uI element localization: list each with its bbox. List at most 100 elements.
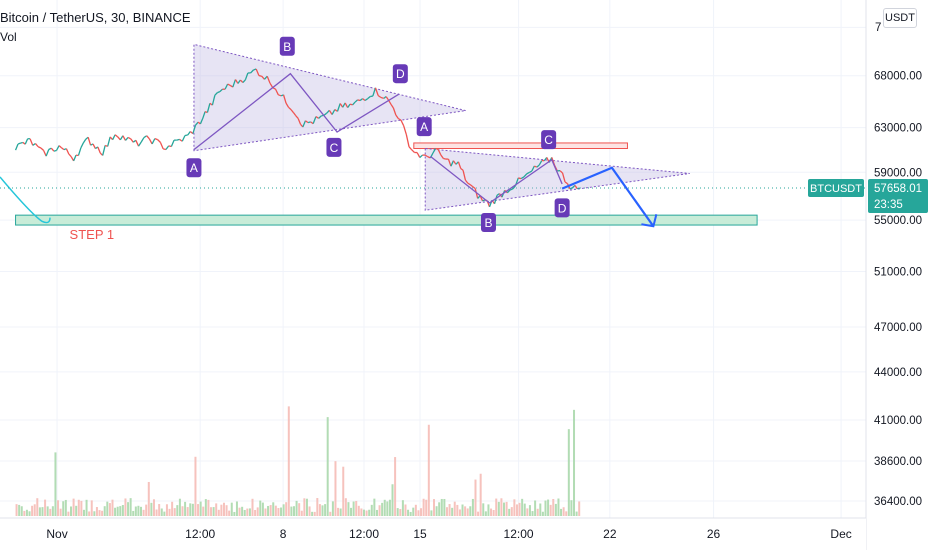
volume-bar xyxy=(80,501,82,516)
volume-bar xyxy=(264,508,266,516)
volume-bar xyxy=(311,512,313,516)
x-tick-label: 12:00 xyxy=(185,527,215,541)
volume-bar xyxy=(132,511,134,516)
volume-bar xyxy=(322,505,324,516)
volume-bar xyxy=(373,499,375,516)
volume-bar xyxy=(412,508,414,516)
volume-bar xyxy=(215,503,217,516)
price-segment xyxy=(136,140,139,146)
price-segment xyxy=(436,148,439,149)
volume-bar xyxy=(443,499,445,516)
volume-bar xyxy=(31,506,33,516)
volume-bar xyxy=(407,510,409,516)
volume-bar xyxy=(184,502,186,516)
volume-bar xyxy=(210,507,212,516)
volume-bar xyxy=(169,509,171,516)
y-tick-label: 44000.00 xyxy=(874,367,922,379)
price-segment xyxy=(88,137,90,145)
volume-bar xyxy=(161,508,163,516)
currency-button[interactable]: USDT xyxy=(883,8,917,28)
price-segment xyxy=(139,142,142,146)
volume-bar xyxy=(137,506,139,516)
volume-bar xyxy=(52,506,54,516)
volume-bar xyxy=(44,500,46,516)
volume-bar xyxy=(228,511,230,516)
y-tick-label: 38600.00 xyxy=(874,456,922,468)
price-segment xyxy=(406,135,409,147)
price-segment xyxy=(38,147,41,148)
volume-bar xyxy=(192,504,194,516)
price-segment xyxy=(108,137,110,146)
volume-label[interactable]: Vol xyxy=(0,30,17,44)
wave-label-c: C xyxy=(330,141,339,155)
volume-bar xyxy=(568,429,570,516)
volume-bar xyxy=(93,511,95,516)
volume-bar xyxy=(88,511,90,516)
price-segment xyxy=(483,200,485,201)
wave-label-a: A xyxy=(420,120,428,134)
price-segment xyxy=(259,76,262,77)
volume-bar xyxy=(360,508,362,516)
volume-bar xyxy=(39,507,41,516)
volume-bar xyxy=(454,502,456,516)
price-segment xyxy=(177,139,180,140)
volume-bar xyxy=(124,498,126,516)
price-segment xyxy=(158,140,161,143)
price-segment xyxy=(409,147,412,150)
volume-bar xyxy=(342,467,344,516)
price-segment xyxy=(144,136,147,138)
volume-bar xyxy=(511,507,513,516)
volume-bar xyxy=(288,406,290,516)
symbol-title[interactable]: Bitcoin / TetherUS, 30, BINANCE xyxy=(0,10,191,25)
volume-bar xyxy=(259,501,261,516)
volume-bar xyxy=(433,499,435,516)
volume-bar xyxy=(86,500,88,516)
volume-bar xyxy=(70,506,72,516)
volume-bar xyxy=(205,499,207,516)
volume-bar xyxy=(386,501,388,516)
volume-bar xyxy=(231,503,233,516)
volume-bar xyxy=(244,510,246,516)
volume-bar xyxy=(96,507,98,516)
volume-bar xyxy=(163,512,165,516)
volume-bar xyxy=(500,498,502,516)
volume-bar xyxy=(290,507,292,516)
volume-bar xyxy=(226,505,228,516)
price-segment xyxy=(125,137,128,140)
volume-bar xyxy=(75,506,77,516)
wave-label-b: B xyxy=(484,216,492,230)
price-axis[interactable]: 36400.0038600.0041000.0044000.0047000.00… xyxy=(808,0,932,550)
y-tick-label: 47000.00 xyxy=(874,322,922,334)
volume-bar xyxy=(464,506,466,516)
volume-bar xyxy=(99,510,101,516)
volume-bar xyxy=(539,503,541,516)
volume-bar xyxy=(456,505,458,516)
volume-bar xyxy=(272,502,274,516)
volume-bar xyxy=(397,508,399,516)
volume-bar xyxy=(334,461,336,516)
price-segment xyxy=(188,131,191,135)
volume-bar xyxy=(122,505,124,516)
volume-bar xyxy=(441,499,443,516)
volume-bar xyxy=(472,499,474,516)
volume-bar xyxy=(524,504,526,516)
volume-bar xyxy=(462,504,464,516)
step-label: STEP 1 xyxy=(70,227,115,242)
volume-bar xyxy=(529,505,531,516)
price-segment xyxy=(155,139,158,140)
price-segment xyxy=(49,148,52,149)
volume-bar xyxy=(353,502,355,516)
volume-bar xyxy=(376,510,378,516)
wave-label-c: C xyxy=(544,133,553,147)
volume-bar xyxy=(521,499,523,516)
volume-bar xyxy=(506,502,508,516)
volume-bar xyxy=(490,509,492,516)
price-segment xyxy=(577,188,579,189)
volume-bar xyxy=(60,509,62,516)
volume-bar xyxy=(547,500,549,516)
volume-bar xyxy=(283,504,285,516)
volume-bar xyxy=(275,506,277,516)
volume-bar xyxy=(293,506,295,516)
price-segment xyxy=(417,153,420,158)
